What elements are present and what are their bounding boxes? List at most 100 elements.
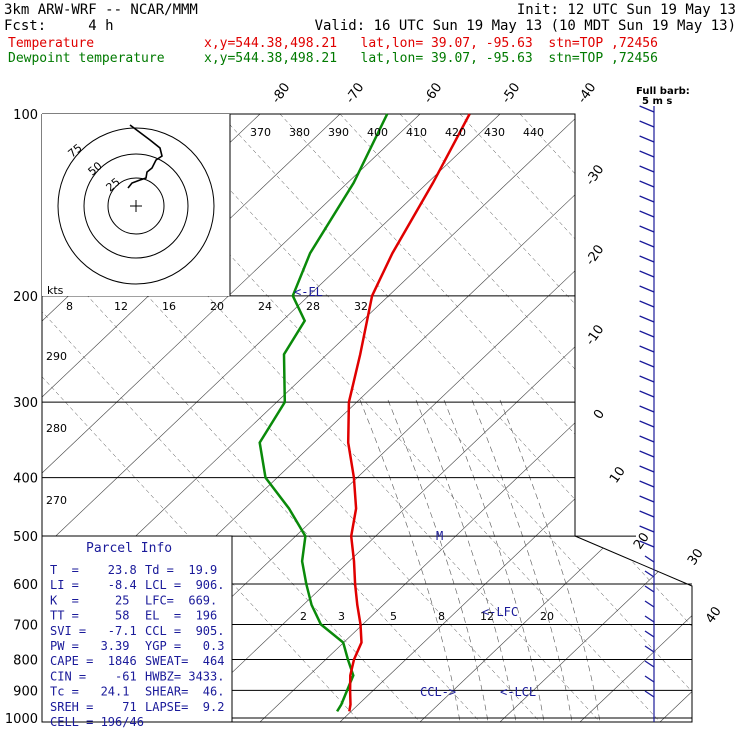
wind-barb <box>639 540 655 548</box>
parcel-row-7-right: HWBZ= 3433. <box>145 669 224 683</box>
tick-30: 30 <box>685 546 707 568</box>
parcel-row-8-right: SHEAR= 46. <box>145 685 224 699</box>
wind-barb <box>639 195 655 203</box>
pressure-label-500: 500 <box>13 530 38 545</box>
model-title: 3km ARW-WRF -- NCAR/MMM <box>4 2 198 18</box>
parcel-row-2-left: K = 25 <box>50 593 129 607</box>
parcel-row-6-left: CAPE = 1846 <box>50 654 137 668</box>
wind-barb <box>639 225 655 233</box>
wind-barb <box>639 330 655 338</box>
kts-tick-32: 32 <box>354 300 368 313</box>
wind-barb <box>639 465 655 473</box>
m-marker: M <box>436 529 443 543</box>
wind-barb <box>644 555 655 563</box>
tick-m70: -70 <box>343 80 367 106</box>
tick-40: 40 <box>703 604 725 626</box>
theta-label-390: 390 <box>328 126 349 139</box>
parcel-row-4-left: SVI = -7.1 <box>50 624 137 638</box>
wind-barb <box>639 240 655 248</box>
pressure-axis: 100 200 300 400 500 600 700 800 900 1000 <box>5 108 38 727</box>
parcel-row-5-left: PW = 3.39 <box>50 639 129 653</box>
mixing-ratio-labels: 2 3 5 8 12 20 <box>300 610 554 623</box>
theta-label-380: 380 <box>289 126 310 139</box>
wind-barb <box>639 495 655 503</box>
parcel-row-8-left: Tc = 24.1 <box>50 685 129 699</box>
kts-label: kts <box>47 284 64 297</box>
wind-barb <box>639 435 655 443</box>
el-marker: <-EL <box>294 285 323 299</box>
tick-m30: -30 <box>583 162 607 188</box>
wind-barb <box>639 105 655 113</box>
kts-tick-24: 24 <box>258 300 272 313</box>
pressure-label-1000: 1000 <box>5 712 38 727</box>
tick-m50: -50 <box>499 80 523 106</box>
kts-tick-8: 8 <box>66 300 73 313</box>
wind-barb <box>644 585 655 593</box>
wind-barb <box>644 645 655 653</box>
wind-barb <box>639 135 655 143</box>
theta-label-420: 420 <box>445 126 466 139</box>
wind-barb <box>639 405 655 413</box>
wind-barb <box>639 375 655 383</box>
wind-barb-sub: 5 m s <box>642 96 672 107</box>
theta-label-370: 370 <box>250 126 271 139</box>
pressure-label-900: 900 <box>13 684 38 699</box>
wind-barb <box>639 300 655 308</box>
parcel-row-3-right: EL = 196 <box>145 609 217 623</box>
lfc-marker: <-LFC <box>482 605 518 619</box>
wind-barb <box>639 120 655 128</box>
wind-barb <box>639 270 655 278</box>
wind-barb <box>644 675 655 683</box>
init-time: Init: 12 UTC Sun 19 May 13 <box>516 2 736 18</box>
theta-labels: 370 380 390 400 410 420 430 440 290 280 270 <box>46 126 544 507</box>
tick-m20: -20 <box>583 242 607 268</box>
valid-time: Valid: 16 UTC Sun 19 May 13 (10 MDT Sun … <box>314 18 736 34</box>
tick-0: 0 <box>591 407 608 422</box>
pressure-label-200: 200 <box>13 290 38 305</box>
mixing-ratio-8: 8 <box>438 610 445 623</box>
theta-label-410: 410 <box>406 126 427 139</box>
wind-barb <box>639 210 655 218</box>
wind-barb <box>639 315 655 323</box>
mixing-ratio-2: 2 <box>300 610 307 623</box>
parcel-row-3-left: TT = 58 <box>50 609 129 623</box>
wind-barb <box>644 570 655 578</box>
parcel-row-7-left: CIN = -61 <box>50 669 137 683</box>
hodograph: 75 50 25 <box>42 114 231 296</box>
forecast-hour: Fcst: 4 h <box>4 18 114 34</box>
parcel-row-6-right: SWEAT= 464 <box>145 654 224 668</box>
kts-tick-20: 20 <box>210 300 224 313</box>
tick-10: 10 <box>607 464 629 486</box>
temperature-legend: Temperature <box>8 36 95 51</box>
wind-barb <box>639 255 655 263</box>
pressure-label-100: 100 <box>13 108 38 123</box>
mixing-ratio-3: 3 <box>338 610 345 623</box>
parcel-row-4-right: CCL = 905. <box>145 624 224 638</box>
tick-m10: -10 <box>583 322 607 348</box>
wind-barb <box>639 360 655 368</box>
wind-barb <box>644 630 655 638</box>
wind-barb <box>639 390 655 398</box>
wind-barb <box>644 690 655 698</box>
wind-barb <box>639 525 655 533</box>
parcel-row-0-left: T = 23.8 <box>50 563 137 577</box>
mixing-ratio-12: 12 <box>480 610 494 623</box>
parcel-row-9-left: SREH = 71 <box>50 700 137 714</box>
pressure-label-800: 800 <box>13 653 38 668</box>
hodograph-trace <box>127 124 163 189</box>
parcel-row-2-right: LFC= 669. <box>145 593 217 607</box>
wind-barb-title: Full barb: <box>636 86 690 97</box>
theta-left-label-280: 280 <box>46 422 67 435</box>
temp-axis-top: -80 -70 -60 -50 -40 <box>269 80 599 106</box>
wind-barb <box>639 450 655 458</box>
theta-label-430: 430 <box>484 126 505 139</box>
kts-tick-16: 16 <box>162 300 176 313</box>
pressure-label-700: 700 <box>13 618 38 633</box>
wind-barb <box>639 285 655 293</box>
theta-left-label-270: 270 <box>46 494 67 507</box>
parcel-row-9-right: LAPSE= 9.2 <box>145 700 224 714</box>
wind-barb <box>644 615 655 623</box>
kts-tick-12: 12 <box>114 300 128 313</box>
dewpoint-location: x,y=544.38,498.21 lat,lon= 39.07, -95.63… <box>204 51 658 66</box>
